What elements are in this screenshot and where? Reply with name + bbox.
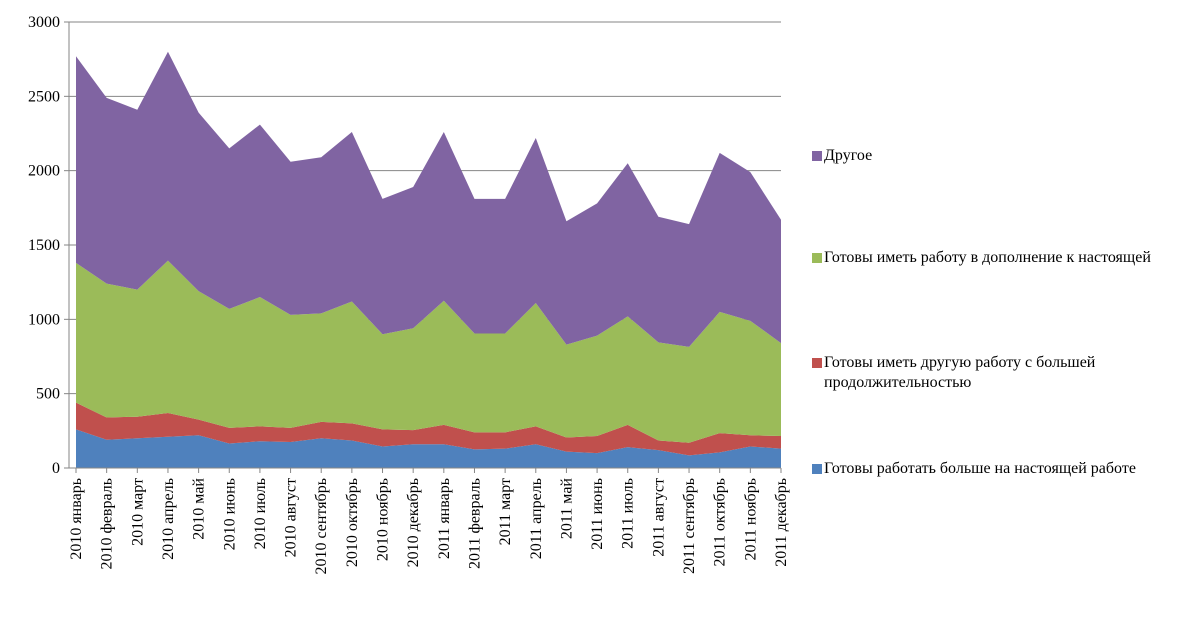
x-tick-label: 2011 февраль: [466, 478, 483, 569]
y-tick-label: 3000: [28, 14, 60, 31]
y-tick-label: 500: [36, 386, 60, 403]
x-tick-label: 2010 июль: [252, 478, 269, 549]
x-tick-label: 2010 сентябрь: [313, 478, 330, 575]
area: [76, 402, 781, 456]
x-tick-label: 2011 май: [558, 478, 575, 540]
legend-label: Готовы иметь работу в дополнение к насто…: [824, 249, 1151, 266]
x-tick-label: 2011 июль: [620, 478, 637, 549]
legend-swatch: [812, 151, 822, 161]
y-tick-label: 0: [52, 460, 60, 477]
x-tick-label: 2011 июнь: [589, 478, 606, 550]
area: [76, 429, 781, 468]
x-tick-label: 2010 май: [191, 478, 208, 540]
chart: 0 500 1000 1500 2000 2500 3000 2010 январь 2010 …: [28, 14, 790, 575]
x-tick-label: 2010 декабрь: [405, 478, 422, 567]
x-tick-label: 2010 октябрь: [344, 478, 361, 567]
legend-label: Другое: [824, 147, 873, 164]
x-tick-label: 2011 ноябрь: [742, 478, 759, 560]
x-tick-label: 2011 октябрь: [712, 478, 729, 567]
x-tick-label: 2011 август: [650, 478, 667, 557]
y-tick-label: 2000: [28, 163, 60, 180]
x-tick-label: 2011 декабрь: [773, 478, 790, 567]
x-tick-label: 2011 апрель: [528, 478, 545, 559]
x-tick-label: 2011 январь: [436, 478, 453, 559]
y-tick-label: 1000: [28, 311, 60, 328]
x-tick-label: 2010 март: [129, 478, 146, 546]
x-tick-label: 2010 февраль: [99, 478, 116, 570]
legend-entry: Другое: [812, 146, 1178, 166]
y-tick-label: 1500: [28, 237, 60, 254]
area: [76, 51, 781, 347]
x-tick-label: 2010 август: [283, 478, 300, 557]
x-tick-label: 2010 апрель: [160, 478, 177, 560]
y-tick-label: 2500: [28, 88, 60, 105]
x-tick-label: 2011 март: [497, 478, 514, 545]
legend-entry: Готовы иметь другую работу с большей про…: [812, 353, 1178, 393]
area: [76, 260, 781, 443]
legend-swatch: [812, 464, 822, 474]
x-tick-label: 2011 сентябрь: [681, 478, 698, 574]
legend-entry: Готовы работать больше на настоящей рабо…: [812, 459, 1178, 479]
legend-swatch: [812, 358, 822, 368]
x-tick-label: 2010 ноябрь: [375, 478, 392, 561]
legend-label: Готовы работать больше на настоящей рабо…: [824, 460, 1136, 477]
x-tick-label: 2010 июнь: [221, 478, 238, 550]
x-tick-label: 2010 январь: [68, 478, 85, 560]
legend-label: Готовы иметь другую работу с большей про…: [824, 354, 1096, 391]
legend-entry: Готовы иметь работу в дополнение к насто…: [812, 248, 1178, 268]
legend-swatch: [812, 253, 822, 263]
